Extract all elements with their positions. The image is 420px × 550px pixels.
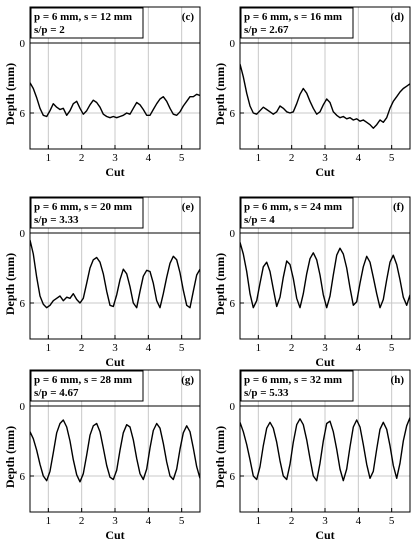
legend-text: p = 6 mm, s = 12 mm	[34, 11, 132, 23]
panel-label: (e)	[182, 201, 195, 213]
x-tick-label: 2	[79, 515, 85, 527]
y-tick-label: 0	[230, 228, 236, 240]
x-tick-label: 1	[46, 152, 52, 164]
legend-text: s/p = 4.67	[34, 387, 79, 399]
legend-box	[240, 370, 354, 402]
x-tick-label: 5	[179, 152, 185, 164]
legend-box	[30, 7, 144, 39]
x-tick-label: 1	[46, 342, 52, 354]
legend-box	[30, 370, 144, 402]
x-tick-label: 4	[356, 515, 362, 527]
x-tick-label: 5	[179, 515, 185, 527]
legend-box	[240, 197, 354, 229]
x-tick-label: 2	[289, 342, 295, 354]
y-axis-label: Depth (mm)	[3, 426, 17, 488]
x-axis-label: Cut	[105, 165, 124, 179]
y-axis-label: Depth (mm)	[3, 253, 17, 315]
legend-text: s/p = 2.67	[244, 24, 289, 36]
x-tick-label: 5	[389, 342, 395, 354]
x-tick-label: 3	[322, 152, 328, 164]
x-axis-label: Cut	[315, 165, 334, 179]
x-axis-label: Cut	[315, 355, 334, 369]
y-tick-label: 0	[230, 401, 236, 413]
series-line	[30, 82, 200, 119]
legend-text: p = 6 mm, s = 20 mm	[34, 201, 132, 213]
x-tick-label: 3	[112, 342, 118, 354]
chart-panel: 1 2 3 4 5 0 6 Cut Depth (mm) p = 6 mm, s = 28 mms…	[3, 369, 201, 542]
chart-panel: 1 2 3 4 5 0 6 Cut Depth (mm) p = 6 mm, s = 24 mms…	[213, 196, 411, 369]
chart-panel: 1 2 3 4 5 0 6 Cut Depth (mm) p = 6 mm, s = 12 mms…	[3, 6, 201, 179]
x-tick-label: 2	[79, 342, 85, 354]
x-tick-label: 4	[146, 152, 152, 164]
y-tick-label: 6	[20, 471, 26, 483]
x-tick-label: 5	[179, 342, 185, 354]
y-axis-label: Depth (mm)	[3, 63, 17, 125]
series-line	[30, 239, 200, 309]
y-tick-label: 6	[20, 108, 26, 120]
y-tick-label: 0	[20, 228, 26, 240]
x-tick-label: 1	[46, 515, 52, 527]
legend-text: p = 6 mm, s = 24 mm	[244, 201, 342, 213]
chart-panel: 1 2 3 4 5 0 6 Cut Depth (mm) p = 6 mm, s = 20 mms…	[3, 196, 201, 369]
y-tick-label: 6	[230, 108, 236, 120]
panel-label: (f)	[393, 201, 404, 213]
x-tick-label: 1	[256, 515, 262, 527]
legend-text: s/p = 4	[244, 214, 275, 226]
x-tick-label: 5	[389, 515, 395, 527]
x-tick-label: 1	[256, 342, 262, 354]
y-tick-label: 0	[230, 38, 236, 50]
y-tick-label: 6	[230, 298, 236, 310]
chart-panel: 1 2 3 4 5 0 6 Cut Depth (mm) p = 6 mm, s = 32 mms…	[213, 369, 411, 542]
x-axis-label: Cut	[105, 355, 124, 369]
x-tick-label: 2	[289, 152, 295, 164]
y-tick-label: 6	[20, 298, 26, 310]
x-tick-label: 4	[146, 515, 152, 527]
series-line	[30, 419, 200, 483]
x-tick-label: 2	[289, 515, 295, 527]
chart-panel: 1 2 3 4 5 0 6 Cut Depth (mm) p = 6 mm, s = 16 mms…	[213, 6, 411, 179]
y-axis-label: Depth (mm)	[213, 63, 227, 125]
y-tick-label: 0	[20, 401, 26, 413]
x-axis-label: Cut	[105, 528, 124, 542]
x-tick-label: 3	[112, 515, 118, 527]
x-tick-label: 2	[79, 152, 85, 164]
legend-text: s/p = 2	[34, 24, 65, 36]
x-tick-label: 5	[389, 152, 395, 164]
series-line	[240, 242, 410, 309]
panel-label: (g)	[181, 374, 194, 386]
legend-box	[30, 197, 144, 229]
x-tick-label: 4	[146, 342, 152, 354]
legend-text: s/p = 5.33	[244, 387, 289, 399]
panel-label: (d)	[391, 11, 405, 23]
panel-label: (h)	[391, 374, 405, 386]
x-tick-label: 3	[112, 152, 118, 164]
x-tick-label: 4	[356, 152, 362, 164]
series-line	[240, 417, 410, 482]
x-tick-label: 3	[322, 342, 328, 354]
legend-text: s/p = 3.33	[34, 214, 79, 226]
x-axis-label: Cut	[315, 528, 334, 542]
x-tick-label: 3	[322, 515, 328, 527]
legend-box	[240, 7, 354, 39]
y-axis-label: Depth (mm)	[213, 426, 227, 488]
x-tick-label: 1	[256, 152, 262, 164]
legend-text: p = 6 mm, s = 28 mm	[34, 374, 132, 386]
y-axis-label: Depth (mm)	[213, 253, 227, 315]
y-tick-label: 0	[20, 38, 26, 50]
legend-text: p = 6 mm, s = 32 mm	[244, 374, 342, 386]
panel-label: (c)	[182, 11, 195, 23]
y-tick-label: 6	[230, 471, 236, 483]
series-line	[240, 63, 410, 129]
x-tick-label: 4	[356, 342, 362, 354]
legend-text: p = 6 mm, s = 16 mm	[244, 11, 342, 23]
